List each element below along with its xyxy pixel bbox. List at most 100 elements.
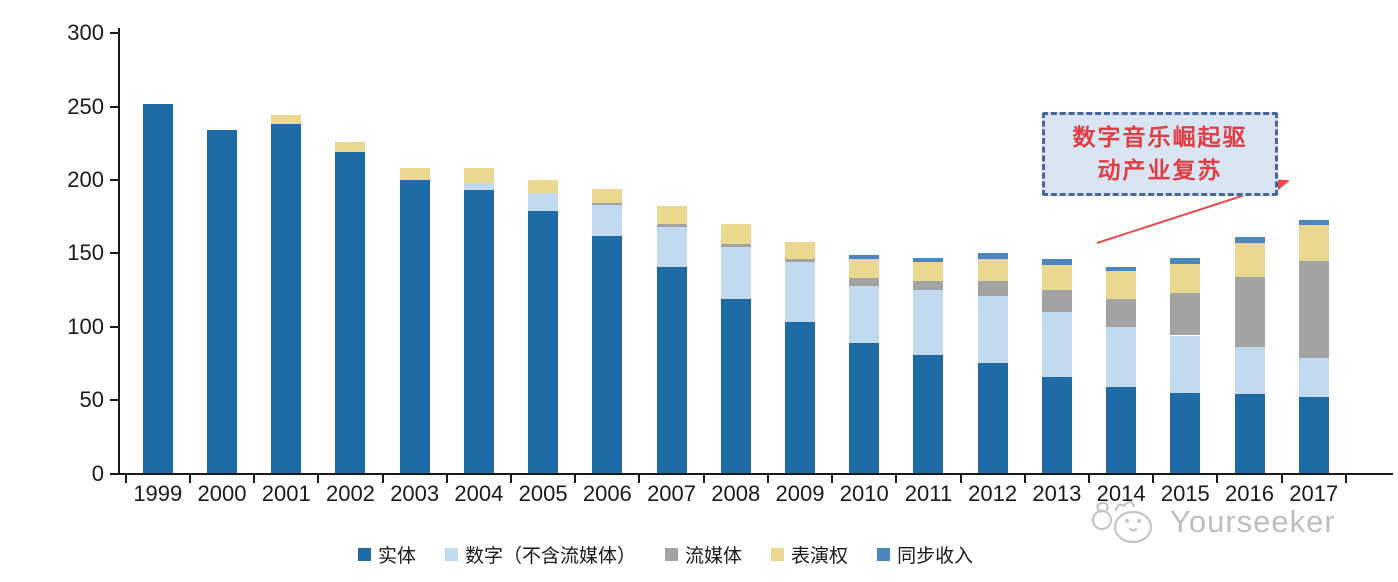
y-tick [110,252,118,255]
bar-2007-streaming [656,223,687,227]
bar-2017-performance-rights [1298,225,1329,261]
bar-2015-performance-rights [1170,263,1201,293]
bar-2012-digital-ex-streaming [977,295,1008,364]
bar-2004-performance-rights [463,168,494,183]
x-axis-label-2001: 2001 [261,481,311,506]
legend-label-physical: 实体 [378,546,417,567]
legend-item-sync-revenue: 同步收入 [877,541,973,568]
bar-2008-performance-rights [720,223,751,245]
bar-2002-physical [335,152,366,474]
legend-item-streaming: 流媒体 [665,541,742,568]
bar-2011-sync-revenue [913,257,944,263]
yourseeker-cat-logo-icon [1091,500,1153,544]
x-axis-label-2013: 2013 [1032,481,1082,506]
bar-2016-sync-revenue [1234,237,1265,243]
legend-label-streaming: 流媒体 [685,546,743,567]
bar-2010-physical [849,342,880,474]
x-axis-label-2009: 2009 [775,481,825,506]
bar-2006-streaming [592,203,623,205]
bar-2009-streaming [785,259,815,263]
bar-2012-streaming [977,281,1008,296]
bar-2003-physical [399,179,430,474]
bar-2007-performance-rights [656,206,687,224]
bar-2010-digital-ex-streaming [849,285,880,343]
x-axis-label-2011: 2011 [904,481,953,506]
y-tick [110,325,118,328]
x-tick [1023,475,1026,483]
bar-2016-digital-ex-streaming [1234,347,1265,395]
y-tick [110,472,118,475]
x-tick [1344,475,1347,483]
chart-legend: 实体 数字（不含流媒体） 流媒体 表演权 同步收入 [358,541,973,568]
bar-2015-sync-revenue [1170,257,1201,264]
y-axis-label-150: 150 [67,240,104,266]
bar-2014-performance-rights [1106,270,1137,299]
bar-2009-performance-rights [785,241,815,260]
y-axis-label-100: 100 [67,313,104,339]
bar-2009-digital-ex-streaming [785,262,815,323]
bar-2015-streaming [1170,292,1201,336]
bar-2014-digital-ex-streaming [1106,326,1137,387]
bar-2002-performance-rights [335,141,366,152]
bar-2005-physical [528,210,559,474]
bar-2011-streaming [913,281,944,290]
legend-item-performance-rights: 表演权 [771,541,848,568]
annotation-text-line2: 动产业复苏 [1097,157,1223,183]
bar-2014-physical [1106,386,1137,474]
x-tick [317,475,320,483]
x-tick [895,475,898,483]
x-axis-label-1999: 1999 [133,481,183,506]
watermark: Yourseeker [1086,494,1336,550]
x-tick [574,475,577,483]
x-tick [831,475,834,483]
y-tick [110,178,118,181]
legend-item-physical: 实体 [358,541,416,568]
legend-swatch-performance-rights [771,548,785,561]
bar-2001-performance-rights [271,115,302,125]
y-axis-label-0: 0 [91,460,104,486]
x-axis-label-2005: 2005 [518,481,568,506]
bar-2017-digital-ex-streaming [1298,357,1329,398]
bar-2006-physical [592,235,623,474]
x-tick [702,475,705,483]
x-tick [959,475,962,483]
bar-2009-physical [785,322,815,474]
bar-2010-streaming [849,278,880,286]
x-axis-label-2003: 2003 [390,481,440,506]
bar-2001-physical [271,124,302,474]
x-tick [638,475,641,483]
bar-2004-digital-ex-streaming [463,182,494,191]
x-axis-label-2004: 2004 [454,481,504,506]
y-axis-label-50: 50 [79,387,104,413]
annotation-text-line1: 数字音乐崛起驱 [1072,124,1248,150]
annotation-callout: 数字音乐崛起驱 动产业复苏 [1042,112,1278,196]
y-tick [110,105,118,108]
y-axis-line [118,28,120,474]
bar-2008-physical [720,298,751,474]
bar-2013-physical [1041,376,1072,474]
x-axis-label-2016: 2016 [1225,481,1274,506]
y-axis-label-200: 200 [67,166,104,192]
x-tick [766,475,769,483]
bar-2016-physical [1234,394,1265,474]
bar-2008-streaming [720,244,751,248]
x-axis-line [117,473,1393,475]
x-tick [124,475,127,483]
bar-2012-physical [977,363,1008,474]
bar-1999-physical [142,103,173,474]
bar-2011-physical [913,354,944,474]
x-axis-label-2012: 2012 [968,481,1018,506]
bar-2017-sync-revenue [1298,219,1329,226]
x-axis-label-2017: 2017 [1289,481,1339,506]
x-axis-label-2007: 2007 [647,481,697,506]
bar-2017-physical [1298,397,1329,474]
bar-2005-performance-rights [528,179,559,194]
bar-2017-streaming [1298,260,1329,358]
bar-2003-performance-rights [399,168,430,180]
bar-2007-physical [656,266,687,474]
x-axis-label-2015: 2015 [1160,481,1210,506]
x-tick [381,475,384,483]
bar-2014-streaming [1106,298,1137,327]
y-tick [110,399,118,402]
